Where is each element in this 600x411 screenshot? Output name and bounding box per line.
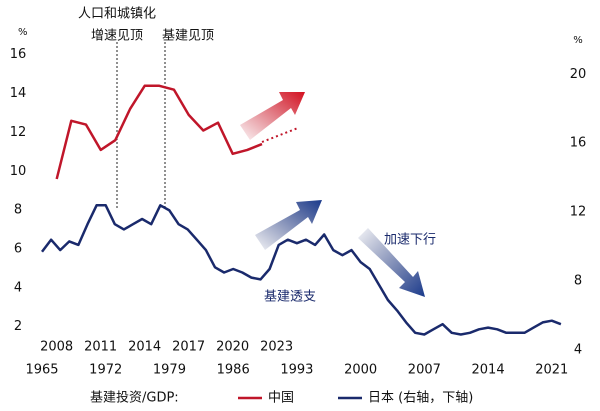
arrow (255, 200, 322, 250)
annotation: 基建透支 (264, 290, 316, 305)
y-tick-label: 14 (10, 86, 27, 101)
x-tick-label: 2008 (40, 340, 73, 355)
x2-tick-label: 1972 (89, 363, 122, 378)
y-tick-label: 12 (10, 125, 27, 140)
series-line (55, 84, 263, 180)
x2-tick-label: 1993 (280, 363, 313, 378)
annotation: 增速见顶 (91, 29, 143, 44)
y-tick-label: 4 (14, 280, 22, 295)
y2-unit: % (573, 35, 583, 46)
x-tick-label: 2023 (260, 340, 293, 355)
annotation: 基建见顶 (162, 29, 214, 44)
y-tick-label: 2 (14, 319, 22, 334)
legend-title: 基建投资/GDP: (90, 390, 179, 406)
y2-tick-label: 12 (570, 205, 587, 220)
y-tick-label: 6 (14, 241, 22, 256)
x-tick-label: 2020 (216, 340, 249, 355)
legend-label: 中国 (268, 391, 294, 406)
x2-tick-label: 1965 (25, 363, 58, 378)
y-tick-label: 10 (10, 164, 27, 179)
y2-tick-label: 4 (574, 343, 582, 358)
projection (261, 127, 299, 143)
y2-tick-label: 20 (570, 67, 587, 82)
x2-tick-label: 2000 (344, 363, 377, 378)
x-tick-label: 2017 (172, 340, 205, 355)
y-tick-label: 8 (14, 203, 22, 218)
x2-tick-label: 2007 (408, 363, 441, 378)
annotation: 人口和城镇化 (78, 7, 156, 22)
y-tick-label: 16 (10, 47, 27, 62)
legend-label: 日本 (右轴，下轴) (368, 391, 473, 406)
series-line (41, 204, 562, 336)
y-unit: % (18, 27, 28, 38)
x2-tick-label: 1986 (217, 363, 250, 378)
x2-tick-label: 2014 (472, 363, 505, 378)
x2-tick-label: 2021 (535, 363, 568, 378)
y2-tick-label: 16 (570, 136, 587, 151)
arrow (358, 228, 425, 297)
y2-tick-label: 8 (574, 274, 582, 289)
x-tick-label: 2011 (84, 340, 117, 355)
x-tick-label: 2014 (128, 340, 161, 355)
annotation: 加速下行 (384, 233, 436, 248)
x2-tick-label: 1979 (153, 363, 186, 378)
arrow (240, 92, 305, 140)
